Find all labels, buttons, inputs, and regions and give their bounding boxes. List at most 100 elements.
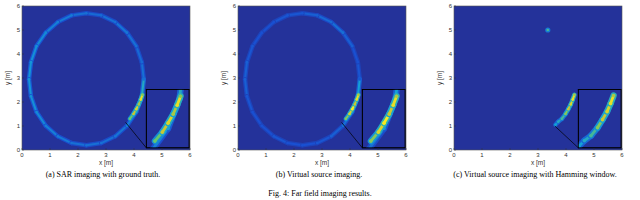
intensity-point (70, 142, 73, 145)
intensity-point (261, 124, 264, 127)
intensity-point (143, 78, 146, 81)
x-tick-label: 2 (76, 152, 80, 158)
intensity-glow (331, 22, 343, 33)
intensity-glow (31, 96, 37, 112)
intensity-point (351, 45, 354, 48)
plot-frame (22, 6, 190, 150)
intensity-point (114, 135, 117, 138)
intensity-point (301, 12, 304, 15)
intensity-point (261, 31, 264, 34)
x-tick (78, 148, 79, 150)
x-tick-label: 1 (480, 152, 484, 158)
panel: 01234560123456x [m]y [m] (0, 0, 192, 192)
y-tick (454, 150, 456, 151)
y-axis-label: y [m] (436, 71, 444, 85)
x-tick-label: 6 (404, 152, 408, 158)
intensity-point (137, 103, 140, 106)
y-tick (454, 126, 456, 127)
image-marks (28, 12, 145, 147)
intensity-point (605, 110, 609, 114)
intensity-point (612, 94, 616, 98)
x-tick-label: 2 (508, 152, 512, 158)
intensity-trace (253, 112, 262, 126)
intensity-point (355, 98, 358, 101)
intensity-point (554, 124, 557, 127)
intensity-trace (29, 79, 31, 96)
x-tick (322, 148, 323, 150)
intensity-point (286, 142, 289, 145)
intensity-point (369, 139, 373, 143)
intensity-point (85, 144, 88, 147)
x-tick (406, 148, 407, 150)
inset-marks (146, 90, 185, 148)
y-tick-label: 5 (233, 27, 237, 33)
intensity-point (57, 21, 60, 24)
plot-frame (238, 6, 406, 150)
inset-marks (362, 90, 401, 148)
intensity-trace (142, 62, 144, 79)
intensity-point (70, 14, 73, 17)
x-tick-label: 5 (376, 152, 380, 158)
intensity-trace (245, 79, 247, 96)
intensity-glow (247, 46, 253, 62)
intensity-glow (115, 22, 127, 33)
x-tick-label: 5 (160, 152, 164, 158)
x-tick (594, 148, 595, 150)
x-tick (162, 148, 163, 150)
x-tick-label: 4 (132, 152, 136, 158)
intensity-point (569, 103, 572, 106)
intensity-point (100, 142, 103, 145)
intensity-glow (274, 15, 288, 22)
x-tick (454, 148, 455, 150)
intensity-glow (136, 46, 142, 62)
intensity-point (557, 120, 560, 123)
intensity-point (589, 134, 593, 138)
x-tick-label: 0 (20, 152, 24, 158)
intensity-point (35, 45, 38, 48)
intensity-point (45, 124, 48, 127)
intensity-trace (253, 33, 262, 46)
y-tick-label: 2 (233, 99, 237, 105)
y-tick-label: 6 (17, 3, 21, 9)
intensity-point (387, 112, 391, 116)
intensity-point (286, 14, 289, 17)
x-tick-label: 3 (536, 152, 540, 158)
y-tick (238, 78, 240, 79)
x-tick (22, 148, 23, 150)
intensity-point (359, 78, 362, 81)
intensity-point (251, 45, 254, 48)
y-tick (22, 78, 24, 79)
intensity-trace (262, 22, 274, 33)
y-tick-label: 0 (449, 147, 453, 153)
intensity-glow (58, 136, 72, 143)
y-tick (454, 6, 456, 7)
y-tick-label: 4 (17, 51, 21, 57)
intensity-point (35, 111, 38, 114)
x-tick (134, 148, 135, 150)
intensity-point (609, 102, 613, 106)
y-tick-label: 5 (449, 27, 453, 33)
intensity-point (273, 21, 276, 24)
intensity-glow (37, 112, 46, 126)
intensity-trace (115, 126, 127, 137)
intensity-point (100, 14, 103, 17)
y-tick (22, 30, 24, 31)
intensity-trace (127, 33, 136, 46)
zoom-line (126, 122, 147, 147)
x-tick (238, 148, 239, 150)
x-tick (294, 148, 295, 150)
y-tick (238, 54, 240, 55)
x-tick-label: 1 (48, 152, 52, 158)
figure: 01234560123456x [m]y [m]01234560123456x … (0, 0, 640, 200)
intensity-point (135, 108, 138, 111)
intensity-point (139, 98, 142, 101)
panel: 01234560123456x [m]y [m] (163, 0, 408, 192)
intensity-trace (274, 136, 288, 143)
x-tick (482, 148, 483, 150)
intensity-trace (29, 62, 31, 79)
intensity-glow (245, 79, 247, 96)
x-tick-label: 0 (452, 152, 456, 158)
x-tick (378, 148, 379, 150)
y-tick-label: 0 (233, 147, 237, 153)
intensity-glow (343, 33, 352, 46)
